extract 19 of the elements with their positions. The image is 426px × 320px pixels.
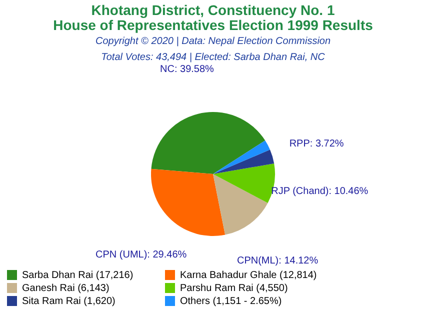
- data-label: RPP: 3.72%: [289, 138, 344, 150]
- data-label: CPN (UML): 29.46%: [96, 250, 187, 261]
- pie-slice: [213, 150, 274, 174]
- pie-slice: [151, 168, 226, 236]
- pie-slice: [213, 140, 270, 174]
- legend-label: Parshu Ram Rai (4,550): [180, 283, 288, 294]
- legend-label: Others (1,151 - 2.65%): [180, 296, 282, 307]
- chart-title: Khotang District, Constituency No. 1 House of Representatives Election 1999 Results: [53, 2, 374, 34]
- data-label: RJP (Chand): 10.46%: [271, 186, 368, 198]
- chart-subtitle: Copyright © 2020 | Data: Nepal Election Commission: [95, 36, 331, 48]
- pie-slice: [213, 174, 268, 235]
- text: Total Votes: 43,494 | Elected: Sarba Dhan Rai, NC: [101, 52, 326, 64]
- legend-label: Sarba Dhan Rai (17,216): [22, 270, 134, 281]
- pie-slice: [151, 112, 266, 174]
- legend-label: Ganesh Rai (6,143): [22, 283, 110, 294]
- legend-label: Karna Bahadur Ghale (12,814): [180, 270, 317, 281]
- legend-label: Sita Ram Rai (1,620): [22, 296, 116, 307]
- data-label: CPN(ML): 14.12%: [236, 256, 318, 267]
- data-label: NC: 39.58%: [160, 64, 214, 76]
